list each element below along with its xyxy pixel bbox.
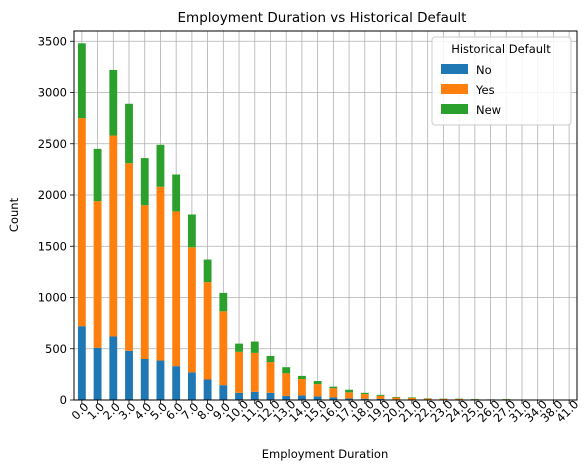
bar-no-13.0 xyxy=(282,395,291,400)
legend-swatch-no xyxy=(441,64,468,74)
bar-yes-3.0 xyxy=(125,163,133,351)
bar-no-12.0 xyxy=(266,392,275,400)
bar-yes-5.0 xyxy=(156,186,165,361)
bar-new-17.0 xyxy=(345,389,354,393)
bar-new-6.0 xyxy=(172,174,181,212)
y-axis: 0 500 1000 1500 2000 2500 3000 3500 xyxy=(38,34,74,407)
y-tick-label: 500 xyxy=(45,342,67,356)
bar-new-13.0 xyxy=(282,367,291,374)
bar-new-5.0 xyxy=(156,144,165,187)
y-axis-label: Count xyxy=(7,197,21,232)
y-tick-label: 1500 xyxy=(38,239,67,253)
y-tick-label: 2000 xyxy=(38,188,67,202)
bar-no-4.0 xyxy=(140,359,149,400)
legend: Historical Default No Yes New xyxy=(431,36,572,126)
bar-no-7.0 xyxy=(187,372,196,400)
bar-yes-2.0 xyxy=(109,135,118,337)
bar-yes-16.0 xyxy=(329,388,338,398)
bar-no-10.0 xyxy=(235,392,243,400)
bar-no-18.0 xyxy=(360,398,369,400)
bar-yes-1.0 xyxy=(93,201,102,348)
bar-no-0.0 xyxy=(77,326,86,400)
bar-new-16.0 xyxy=(329,386,338,389)
bar-yes-22.0 xyxy=(423,398,432,400)
bar-no-11.0 xyxy=(250,391,259,400)
bar-yes-7.0 xyxy=(187,247,196,373)
bar-yes-21.0 xyxy=(408,398,416,400)
bar-new-8.0 xyxy=(203,259,212,283)
bar-no-1.0 xyxy=(93,347,102,400)
bar-no-3.0 xyxy=(125,350,133,400)
bar-new-19.0 xyxy=(376,394,385,396)
bar-new-7.0 xyxy=(187,214,196,248)
y-tick-label: 3500 xyxy=(38,34,67,48)
y-tick-label: 1000 xyxy=(38,291,67,305)
chart-title: Employment Duration vs Historical Defaul… xyxy=(178,10,467,26)
bar-yes-4.0 xyxy=(140,205,149,359)
bar-yes-0.0 xyxy=(77,118,86,327)
bar-no-5.0 xyxy=(156,360,165,400)
y-tick-label: 2500 xyxy=(38,137,67,151)
bar-yes-18.0 xyxy=(360,394,369,399)
bar-new-0.0 xyxy=(77,43,86,119)
bar-no-8.0 xyxy=(203,379,212,400)
bar-yes-24.0 xyxy=(455,398,464,400)
plot-frame xyxy=(73,30,578,401)
bar-no-16.0 xyxy=(329,397,338,400)
bar-new-18.0 xyxy=(360,392,369,395)
bar-yes-14.0 xyxy=(297,378,306,396)
bar-yes-23.0 xyxy=(439,398,448,400)
bar-no-2.0 xyxy=(109,336,118,400)
bar-new-21.0 xyxy=(408,397,416,399)
bar-no-17.0 xyxy=(345,398,354,400)
legend-label-new: New xyxy=(476,103,501,117)
bar-no-6.0 xyxy=(172,366,181,400)
bar-no-14.0 xyxy=(297,395,306,400)
bar-new-14.0 xyxy=(297,375,306,379)
bar-no-19.0 xyxy=(376,398,385,400)
bar-yes-9.0 xyxy=(219,311,228,386)
bar-no-9.0 xyxy=(219,385,228,400)
bar-yes-10.0 xyxy=(235,351,243,393)
bar-new-2.0 xyxy=(109,69,118,136)
bar-new-11.0 xyxy=(250,341,259,353)
bar-new-4.0 xyxy=(140,158,149,206)
legend-label-yes: Yes xyxy=(475,83,495,97)
bar-yes-15.0 xyxy=(313,384,322,397)
legend-label-no: No xyxy=(476,63,492,77)
legend-box xyxy=(431,36,572,126)
bar-yes-11.0 xyxy=(250,352,259,392)
bar-yes-20.0 xyxy=(392,397,401,400)
bar-new-3.0 xyxy=(125,103,133,164)
bar-new-1.0 xyxy=(93,148,102,202)
bar-yes-8.0 xyxy=(203,282,212,380)
legend-title: Historical Default xyxy=(451,42,551,56)
bar-new-12.0 xyxy=(266,355,275,363)
bar-new-10.0 xyxy=(235,343,243,352)
bar-yes-13.0 xyxy=(282,373,291,396)
bar-yes-12.0 xyxy=(266,362,275,393)
y-tick-label: 3000 xyxy=(38,86,67,100)
x-axis: 0.01.02.03.04.05.06.07.08.09.010.011.012… xyxy=(69,397,582,425)
bar-yes-17.0 xyxy=(345,392,354,399)
legend-swatch-yes xyxy=(441,84,468,94)
y-tick-label: 0 xyxy=(60,393,67,407)
bar-new-20.0 xyxy=(392,396,401,398)
bars xyxy=(77,43,574,400)
legend-swatch-new xyxy=(441,104,468,114)
bar-yes-6.0 xyxy=(172,211,181,367)
bar-yes-19.0 xyxy=(376,395,385,399)
bar-no-15.0 xyxy=(313,396,322,400)
bar-new-9.0 xyxy=(219,292,228,312)
bar-new-15.0 xyxy=(313,381,322,385)
x-axis-label: Employment Duration xyxy=(262,447,388,461)
